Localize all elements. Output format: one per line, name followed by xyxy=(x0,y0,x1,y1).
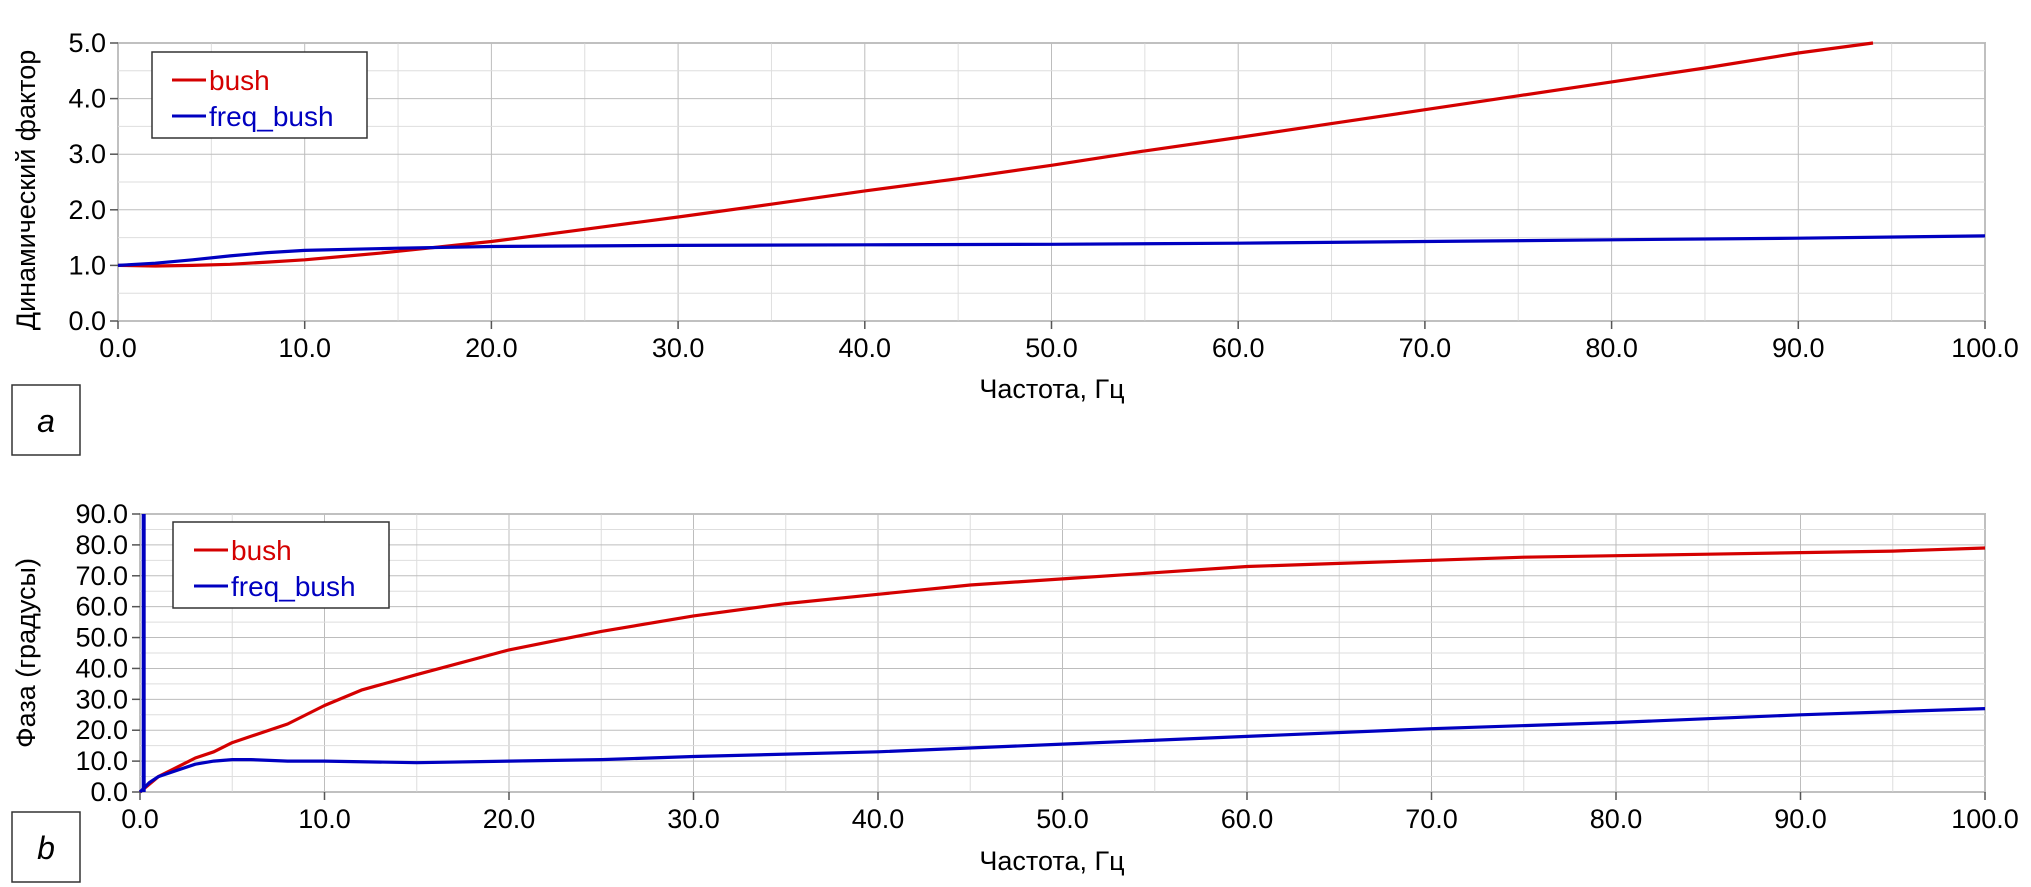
x-axis-title-a: Частота, Гц xyxy=(979,374,1124,404)
grid-a xyxy=(117,42,1986,322)
x-tick-label: 40.0 xyxy=(839,333,892,363)
x-tick-label: 60.0 xyxy=(1221,804,1274,834)
x-tick-label: 90.0 xyxy=(1774,804,1827,834)
y-tick-label: 0.0 xyxy=(90,777,128,807)
x-tick-label: 10.0 xyxy=(278,333,331,363)
panel-letter-box-a xyxy=(11,384,81,456)
legend-label-freq-bush: freq_bush xyxy=(231,571,356,602)
x-tick-label: 90.0 xyxy=(1772,333,1825,363)
y-ticks-a: 0.0 1.0 2.0 3.0 4.0 5.0 xyxy=(68,28,118,336)
x-tick-label: 10.0 xyxy=(298,804,351,834)
y-axis-title-a: Динамический фактор xyxy=(11,50,41,330)
x-tick-label: 20.0 xyxy=(483,804,536,834)
y-tick-label: 5.0 xyxy=(68,28,106,58)
legend-box-b xyxy=(172,521,390,609)
x-ticks-a: 0.0 10.0 20.0 30.0 40.0 50.0 60.0 70.0 80.0 90.0 1… xyxy=(99,321,2019,363)
x-tick-label: 50.0 xyxy=(1036,804,1089,834)
legend-box-a xyxy=(151,51,368,139)
y-tick-label: 20.0 xyxy=(75,715,128,745)
y-tick-label: 0.0 xyxy=(68,306,106,336)
series-b xyxy=(138,514,1986,794)
y-axis-title-b: Фаза (градусы) xyxy=(11,558,41,748)
x-tick-label: 80.0 xyxy=(1585,333,1638,363)
x-tick-label: 20.0 xyxy=(465,333,518,363)
x-tick-label: 0.0 xyxy=(99,333,137,363)
y-tick-label: 80.0 xyxy=(75,530,128,560)
y-tick-label: 10.0 xyxy=(75,746,128,776)
x-tick-label: 70.0 xyxy=(1399,333,1452,363)
panel-a-chart: 0.0 1.0 2.0 3.0 4.0 5.0 0.0 10.0 20.0 30.0 40.0 50… xyxy=(11,28,2019,456)
y-tick-label: 40.0 xyxy=(75,653,128,683)
x-tick-label: 0.0 xyxy=(121,804,159,834)
y-tick-label: 30.0 xyxy=(75,684,128,714)
legend-a: bush freq_bush xyxy=(151,51,368,139)
y-tick-label: 50.0 xyxy=(75,623,128,653)
series-a xyxy=(117,41,1986,268)
x-tick-label: 70.0 xyxy=(1405,804,1458,834)
series-line-freq-bush xyxy=(117,234,1986,267)
x-axis-title-b: Частота, Гц xyxy=(979,846,1124,876)
panel-letter-a: a xyxy=(37,403,55,439)
x-tick-label: 30.0 xyxy=(652,333,705,363)
panel-letter-box-b xyxy=(11,811,81,883)
y-tick-label: 1.0 xyxy=(68,250,106,280)
x-tick-label: 40.0 xyxy=(852,804,905,834)
y-ticks-b: 0.010.020.030.040.050.060.070.080.090.0 xyxy=(75,499,140,807)
legend-label-bush: bush xyxy=(209,65,270,96)
x-tick-label: 100.0 xyxy=(1951,804,2019,834)
y-tick-label: 70.0 xyxy=(75,561,128,591)
x-tick-label: 30.0 xyxy=(667,804,720,834)
panel-b-chart: 0.010.020.030.040.050.060.070.080.090.0 … xyxy=(11,499,2019,883)
y-tick-label: 90.0 xyxy=(75,499,128,529)
y-tick-label: 60.0 xyxy=(75,592,128,622)
x-ticks-b: 0.0 10.0 20.0 30.0 40.0 50.0 60.0 70.0 80.0 90.0 1… xyxy=(121,792,2019,834)
series-line-freq-bush xyxy=(138,707,1986,794)
x-tick-label: 60.0 xyxy=(1212,333,1265,363)
x-tick-label: 100.0 xyxy=(1951,333,2019,363)
y-tick-label: 2.0 xyxy=(68,195,106,225)
grid-b xyxy=(139,513,1986,793)
y-tick-label: 3.0 xyxy=(68,139,106,169)
panel-letter-b: b xyxy=(37,830,55,866)
x-tick-label: 50.0 xyxy=(1025,333,1078,363)
legend-label-freq-bush: freq_bush xyxy=(209,101,334,132)
series-line-bush xyxy=(117,41,1874,268)
x-tick-label: 80.0 xyxy=(1590,804,1643,834)
legend-label-bush: bush xyxy=(231,535,292,566)
y-tick-label: 4.0 xyxy=(68,84,106,114)
series-line-bush xyxy=(138,546,1986,794)
legend-b: bush freq_bush xyxy=(172,521,390,609)
